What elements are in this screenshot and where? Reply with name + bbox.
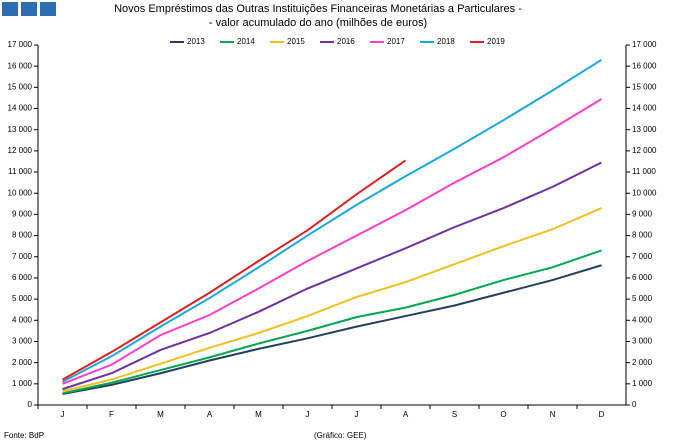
y-tick-label: 5 000 [12, 294, 33, 303]
series-line [62, 58, 603, 383]
x-tick-label: S [452, 410, 457, 419]
y-tick-label: 4 000 [12, 315, 33, 324]
series-line [62, 159, 407, 381]
y2-tick-label: 12 000 [632, 146, 657, 155]
y-tick-label: 17 000 [8, 40, 33, 49]
x-tick-label: M [255, 410, 262, 419]
y2-tick-label: 10 000 [632, 188, 657, 197]
y2-tick-label: 17 000 [632, 40, 657, 49]
legend-label: 2014 [237, 37, 255, 46]
y-tick-label: 12 000 [8, 146, 33, 155]
y-tick-label: 1 000 [12, 379, 33, 388]
y-tick-label: 7 000 [12, 252, 33, 261]
legend-label: 2017 [387, 37, 405, 46]
y2-tick-label: 4 000 [632, 315, 653, 324]
y2-tick-label: 6 000 [632, 273, 653, 282]
y-tick-label: 13 000 [8, 125, 33, 134]
x-tick-label: J [61, 410, 65, 419]
y2-tick-label: 13 000 [632, 125, 657, 134]
legend-label: 2018 [437, 37, 455, 46]
series-line [62, 161, 602, 391]
y-tick-label: 6 000 [12, 273, 33, 282]
x-tick-label: N [550, 410, 556, 419]
source: Fonte: BdP [4, 431, 44, 440]
y2-tick-label: 15 000 [632, 82, 657, 91]
x-tick-label: M [157, 410, 164, 419]
y2-tick-label: 5 000 [632, 294, 653, 303]
logo-square [40, 2, 56, 16]
legend-label: 2016 [337, 37, 355, 46]
y-tick-label: 15 000 [8, 82, 33, 91]
y2-tick-label: 8 000 [632, 231, 653, 240]
y-tick-label: 11 000 [8, 167, 32, 176]
y-tick-label: 2 000 [12, 358, 33, 367]
y-tick-label: 10 000 [8, 188, 33, 197]
x-tick-label: J [306, 410, 310, 419]
y-tick-label: 14 000 [8, 104, 33, 113]
y2-tick-label: 16 000 [632, 61, 657, 70]
x-tick-label: A [403, 410, 409, 419]
logo-square [2, 2, 18, 16]
y2-tick-label: 3 000 [632, 337, 653, 346]
x-tick-label: D [599, 410, 605, 419]
y2-tick-label: 7 000 [632, 252, 653, 261]
credit: (Gráfico: GEE) [314, 431, 367, 440]
y2-tick-label: 11 000 [632, 167, 656, 176]
x-tick-label: F [109, 410, 114, 419]
y-tick-label: 9 000 [12, 210, 33, 219]
legend-label: 2019 [487, 37, 505, 46]
y2-tick-label: 1 000 [632, 379, 653, 388]
series-line [62, 98, 603, 385]
x-tick-label: A [207, 410, 213, 419]
y2-tick-label: 14 000 [632, 104, 657, 113]
y2-tick-label: 9 000 [632, 210, 653, 219]
chart-subtitle: - valor acumulado do ano (milhões de eur… [209, 17, 427, 29]
chart-title: Novos Empréstimos das Outras Instituiçõe… [114, 3, 522, 15]
series-line [62, 264, 602, 395]
logo-square [21, 2, 37, 16]
series-line [62, 249, 602, 395]
x-tick-label: J [355, 410, 359, 419]
y2-tick-label: 2 000 [632, 358, 653, 367]
y-tick-label: 8 000 [12, 231, 33, 240]
legend-label: 2013 [187, 37, 205, 46]
y-tick-label: 0 [28, 400, 33, 409]
x-tick-label: O [500, 410, 506, 419]
legend-label: 2015 [287, 37, 305, 46]
series-line [62, 207, 602, 393]
y2-tick-label: 0 [632, 400, 637, 409]
y-tick-label: 16 000 [8, 61, 33, 70]
y-tick-label: 3 000 [12, 337, 33, 346]
